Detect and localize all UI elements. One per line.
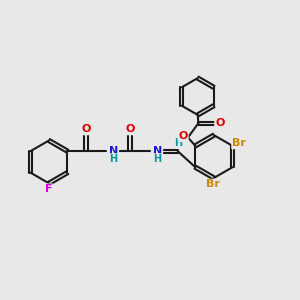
Text: O: O [125,124,135,134]
Text: O: O [215,118,224,128]
Text: H: H [153,154,161,164]
Text: H: H [109,154,117,164]
Text: N: N [153,146,162,156]
Text: N: N [109,146,118,156]
Text: F: F [45,184,53,194]
Text: Br: Br [232,139,246,148]
Text: Br: Br [206,179,220,190]
Text: O: O [81,124,91,134]
Text: H: H [174,138,182,148]
Text: O: O [178,131,188,141]
